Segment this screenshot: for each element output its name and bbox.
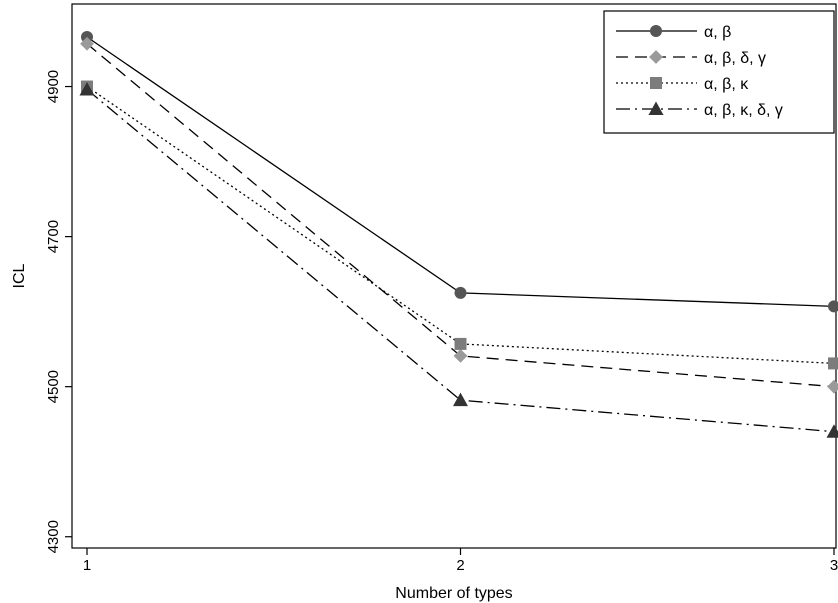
legend-item: α, β xyxy=(616,24,731,41)
legend: α, β α, β, δ, γ α, β, κ α, β, κ, δ, γ xyxy=(603,10,835,134)
marker-diamond xyxy=(827,379,838,394)
marker-diamond xyxy=(649,50,663,64)
legend-item: α, β, κ xyxy=(616,76,749,93)
y-tick-label: 4300 xyxy=(45,520,62,553)
marker-diamond xyxy=(80,36,94,51)
marker-square xyxy=(650,77,662,89)
marker-triangle xyxy=(826,424,838,438)
x-tick-label: 3 xyxy=(830,557,838,574)
series-4 xyxy=(79,82,838,438)
legend-item: α, β, κ, δ, γ xyxy=(616,101,783,119)
y-axis-title: ICL xyxy=(11,263,28,288)
x-tick-label: 2 xyxy=(456,557,464,574)
marker-triangle xyxy=(79,82,95,96)
legend-label: α, β, κ xyxy=(704,76,749,93)
series-2 xyxy=(80,36,838,394)
series-layer xyxy=(79,31,838,438)
marker-triangle xyxy=(648,101,664,115)
series-line xyxy=(86,89,835,433)
marker-circle xyxy=(454,286,467,299)
y-tick-label: 4700 xyxy=(45,220,62,253)
legend-label: α, β xyxy=(704,24,731,41)
legend-label: α, β, κ, δ, γ xyxy=(704,102,783,119)
y-tick-label: 4900 xyxy=(45,70,62,103)
legend-label: α, β, δ, γ xyxy=(704,50,766,67)
marker-circle xyxy=(650,25,662,37)
marker-square xyxy=(454,337,467,350)
series-line xyxy=(86,86,835,365)
axes: 1 2 3 4300 4500 4700 4900 xyxy=(45,3,838,574)
marker-triangle xyxy=(453,392,468,407)
marker-circle xyxy=(828,300,838,313)
marker-diamond xyxy=(453,349,468,363)
plot-frame xyxy=(71,3,837,549)
legend-item: α, β, δ, γ xyxy=(616,50,766,67)
x-axis-title: Number of types xyxy=(395,585,512,602)
marker-square xyxy=(828,357,838,370)
x-tick-label: 1 xyxy=(83,557,91,574)
y-tick-label: 4500 xyxy=(45,370,62,403)
